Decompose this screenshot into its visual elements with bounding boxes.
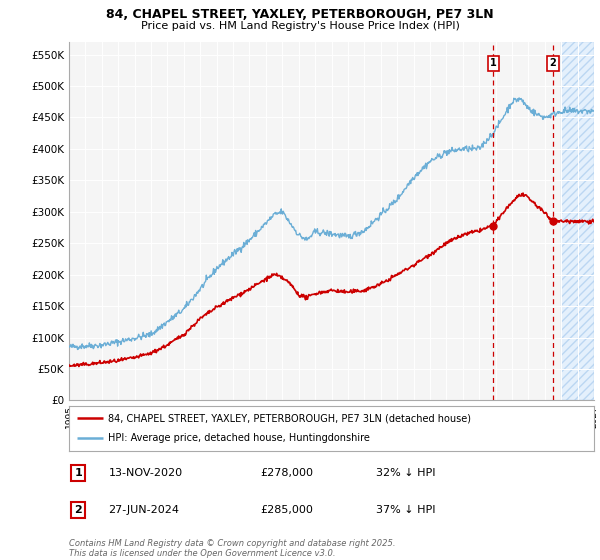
- Text: 27-JUN-2024: 27-JUN-2024: [109, 505, 179, 515]
- Bar: [561, 42, 594, 400]
- Text: £285,000: £285,000: [260, 505, 314, 515]
- Text: £278,000: £278,000: [260, 468, 314, 478]
- Text: 37% ↓ HPI: 37% ↓ HPI: [376, 505, 436, 515]
- Text: 32% ↓ HPI: 32% ↓ HPI: [376, 468, 436, 478]
- Text: 2: 2: [74, 505, 82, 515]
- Text: HPI: Average price, detached house, Huntingdonshire: HPI: Average price, detached house, Hunt…: [109, 433, 370, 444]
- Text: 84, CHAPEL STREET, YAXLEY, PETERBOROUGH, PE7 3LN: 84, CHAPEL STREET, YAXLEY, PETERBOROUGH,…: [106, 8, 494, 21]
- Text: Contains HM Land Registry data © Crown copyright and database right 2025.
This d: Contains HM Land Registry data © Crown c…: [69, 539, 395, 558]
- Text: Price paid vs. HM Land Registry's House Price Index (HPI): Price paid vs. HM Land Registry's House …: [140, 21, 460, 31]
- Text: 1: 1: [490, 58, 497, 68]
- Text: 84, CHAPEL STREET, YAXLEY, PETERBOROUGH, PE7 3LN (detached house): 84, CHAPEL STREET, YAXLEY, PETERBOROUGH,…: [109, 413, 472, 423]
- Text: 2: 2: [550, 58, 556, 68]
- Text: 13-NOV-2020: 13-NOV-2020: [109, 468, 182, 478]
- Text: 1: 1: [74, 468, 82, 478]
